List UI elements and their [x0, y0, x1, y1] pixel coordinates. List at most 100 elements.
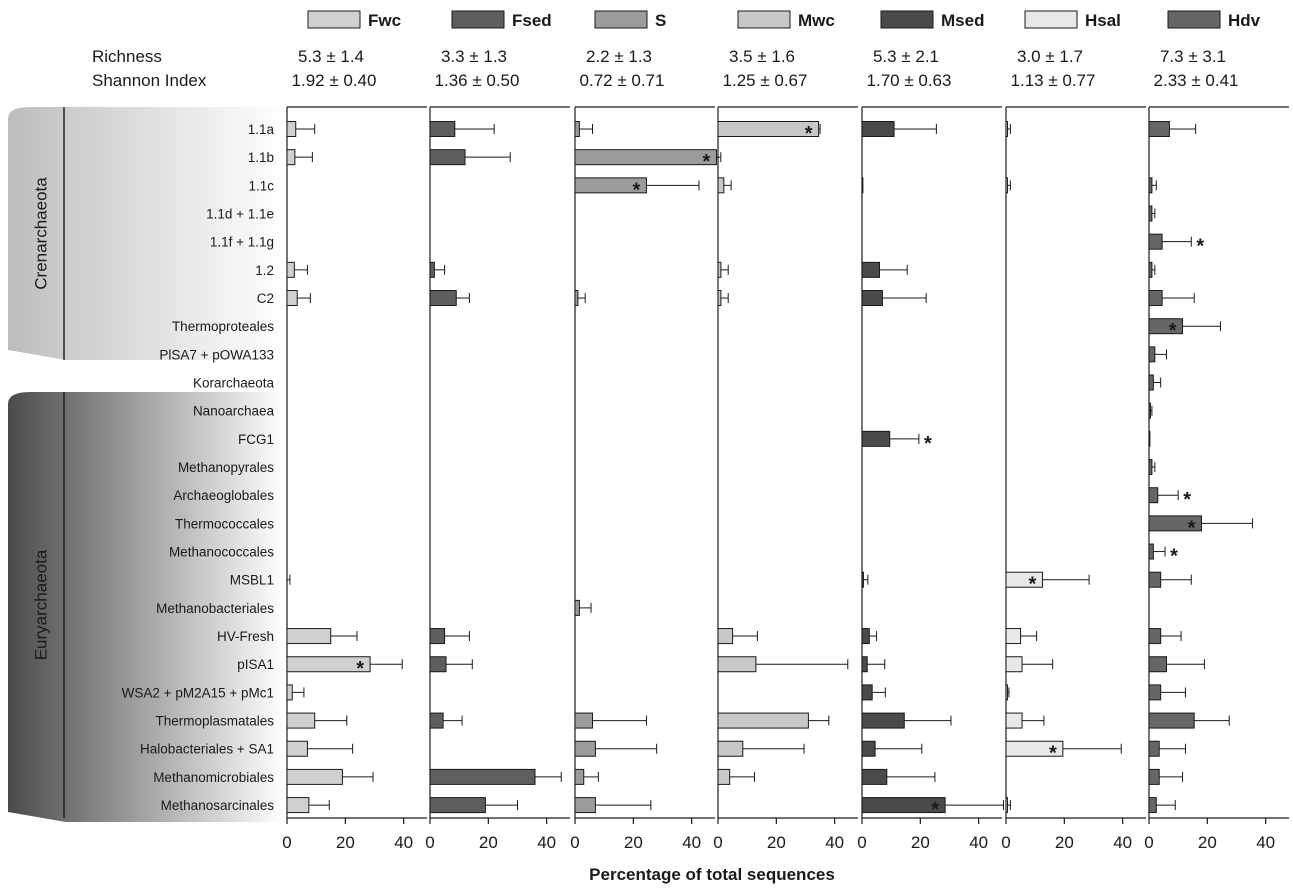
bar-hsal — [1005, 121, 1008, 137]
bar-hdv — [1148, 712, 1195, 729]
bar-hdv — [1148, 430, 1151, 447]
bar-fsed — [429, 656, 447, 673]
category-label: Methanopyrales — [178, 460, 274, 475]
x-tick-label: 0 — [1144, 833, 1153, 852]
bar-hsal — [1005, 628, 1022, 645]
bar-s — [574, 740, 596, 757]
shannon-value-msed: 1.70 ± 0.63 — [867, 71, 952, 90]
legend-swatch-fwc — [307, 10, 361, 29]
category-label: Methanomicrobiales — [153, 770, 274, 785]
shannon-value-mwc: 1.25 ± 0.67 — [723, 71, 808, 90]
category-label: Thermococcales — [175, 516, 274, 531]
category-label: 1.2 — [255, 263, 274, 278]
legend-label-s: S — [655, 11, 666, 30]
panel-hsal: 0 20 40 * * — [1001, 106, 1146, 852]
x-axis-label: Percentage of total sequences — [589, 865, 835, 884]
category-label: HV-Fresh — [217, 629, 274, 644]
bar-msed — [861, 628, 870, 645]
panel-msed: 0 20 40 * * — [857, 106, 1004, 852]
bar-mwc — [717, 177, 725, 194]
bar-msed — [861, 121, 895, 137]
category-label: Nanoarchaea — [193, 404, 275, 419]
group-label-crenarchaeota: Crenarchaeota — [31, 177, 50, 290]
bar-msed — [861, 684, 873, 701]
panel-mwc: 0 20 40 * — [713, 106, 858, 852]
shannon-value-fwc: 1.92 ± 0.40 — [292, 71, 377, 90]
category-label: 1.1c — [248, 178, 274, 193]
bar-s — [574, 797, 596, 814]
panel-hdv: 0 20 40 * * * * * — [1144, 106, 1289, 852]
richness-value-s: 2.2 ± 1.3 — [586, 47, 652, 66]
richness-value-msed: 5.3 ± 2.1 — [873, 47, 939, 66]
bar-msed — [861, 740, 876, 757]
bar-fsed — [429, 628, 446, 645]
shannon-label: Shannon Index — [92, 71, 207, 90]
bar-msed — [861, 177, 864, 194]
bar-hsal — [1005, 571, 1043, 588]
x-tick-label: 20 — [624, 833, 643, 852]
bar-hdv — [1148, 797, 1157, 814]
bar-fwc — [286, 768, 343, 785]
bar-fwc — [286, 149, 296, 166]
panel-fsed: 0 20 40 — [425, 106, 570, 852]
legend-label-hdv: Hdv — [1228, 11, 1261, 30]
bar-s — [574, 599, 580, 616]
panel-s: 0 20 40 * * — [570, 106, 722, 852]
bar-hsal — [1005, 177, 1008, 194]
bar-hdv — [1148, 261, 1153, 278]
category-label: PlSA7 + pOWA133 — [159, 347, 274, 362]
x-tick-label: 20 — [479, 833, 498, 852]
x-tick-label: 40 — [1256, 833, 1275, 852]
x-tick-label: 0 — [425, 833, 434, 852]
x-tick-label: 0 — [857, 833, 866, 852]
bar-hdv — [1148, 290, 1163, 307]
bar-s — [574, 768, 585, 785]
bar-hdv — [1148, 459, 1153, 476]
bar-fwc — [286, 121, 297, 137]
category-label: Methanosarcinales — [161, 798, 275, 813]
x-tick-label: 0 — [713, 833, 722, 852]
bar-hdv — [1148, 740, 1160, 757]
bar-mwc — [717, 261, 722, 278]
bar-fsed — [429, 149, 466, 166]
category-label: pISA1 — [237, 657, 274, 672]
bar-hdv — [1148, 402, 1151, 419]
bar-s — [574, 290, 579, 307]
bar-hdv — [1148, 121, 1170, 137]
category-label: Archaeoglobales — [173, 488, 274, 503]
bar-msed — [861, 656, 868, 673]
bar-msed — [861, 290, 883, 307]
bar-fwc — [286, 797, 310, 814]
bar-hdv — [1148, 374, 1154, 391]
x-tick-label: 20 — [336, 833, 355, 852]
legend-swatch-hsal — [1024, 10, 1078, 29]
bar-hdv — [1148, 768, 1160, 785]
x-tick-label: 0 — [1001, 833, 1010, 852]
bar-msed — [861, 571, 864, 588]
bar-fwc — [286, 290, 298, 307]
x-tick-label: 0 — [570, 833, 579, 852]
x-tick-label: 40 — [537, 833, 556, 852]
significance-star: * — [1188, 517, 1196, 539]
category-label: 1.1f + 1.1g — [210, 235, 274, 250]
bar-hsal — [1005, 684, 1008, 701]
category-label: Thermoplasmatales — [155, 714, 274, 729]
bar-fwc — [286, 712, 316, 729]
legend-swatch-msed — [880, 10, 934, 29]
bar-fsed — [429, 768, 536, 785]
significance-star: * — [1196, 236, 1204, 258]
bar-mwc — [717, 740, 744, 757]
bar-hdv — [1148, 487, 1159, 504]
bar-fwc — [286, 684, 293, 701]
bar-mwc — [717, 121, 820, 137]
x-tick-label: 40 — [682, 833, 701, 852]
x-tick-label: 40 — [394, 833, 413, 852]
bar-mwc — [717, 628, 734, 645]
richness-value-fsed: 3.3 ± 1.3 — [441, 47, 507, 66]
richness-label: Richness — [92, 47, 162, 66]
group-band-euryarchaeota — [8, 392, 285, 822]
richness-value-hdv: 7.3 ± 3.1 — [1160, 47, 1226, 66]
panel-fwc: 0 20 40 * — [282, 106, 427, 852]
bar-fwc — [286, 261, 295, 278]
